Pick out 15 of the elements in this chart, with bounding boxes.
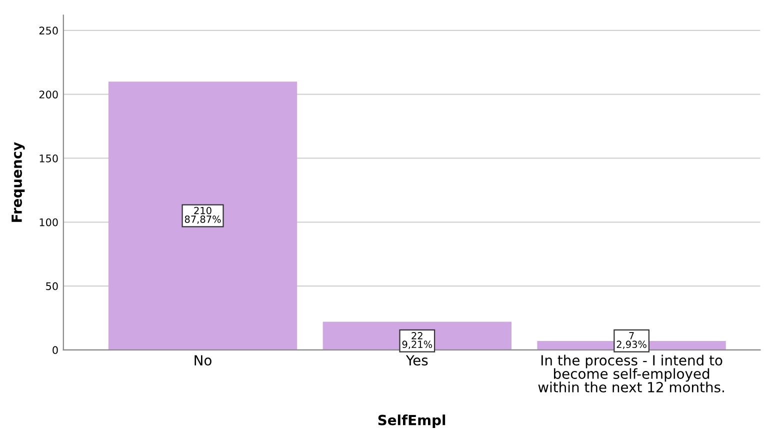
x-tick-label: No [194,355,212,366]
data-label: 7 2,93% [616,332,646,350]
data-label: 22 9,21% [402,332,432,350]
y-tick-label: 150 [40,154,58,162]
y-tick-label: 200 [39,90,58,98]
y-axis-title: Frequency [12,142,25,222]
data-label: 210 87,87% [184,206,221,224]
y-tick-label: 100 [40,218,58,226]
x-axis-title: SelfEmpl [378,414,446,428]
x-tick-label: In the process - I intend to become self-employed within the next 12 months. [538,354,724,392]
x-tick-label: Yes [406,355,428,366]
y-tick-label: 0 [52,346,58,354]
y-tick-label: 250 [39,26,58,35]
bar [108,82,298,350]
y-tick-label: 50 [46,282,58,290]
